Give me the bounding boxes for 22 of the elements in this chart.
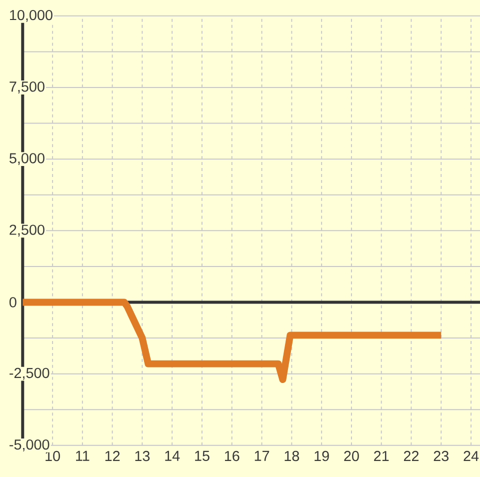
y-tick-label: 0 bbox=[9, 297, 16, 308]
x-tick-label: 20 bbox=[344, 450, 359, 462]
x-tick-label: 22 bbox=[404, 450, 419, 461]
x-tick-label: 17 bbox=[254, 450, 270, 461]
x-tick-label: 16 bbox=[224, 450, 240, 462]
y-tick-label: 10,000 bbox=[10, 10, 52, 22]
x-tick-label: 18 bbox=[284, 450, 300, 462]
x-tick-label: 23 bbox=[434, 450, 449, 462]
y-tick-label: 7,500 bbox=[10, 81, 44, 94]
x-tick-label: 21 bbox=[374, 450, 389, 461]
x-tick-label: 15 bbox=[195, 450, 210, 461]
y-tick-label: 2,500 bbox=[10, 224, 44, 237]
x-tick-label: 14 bbox=[165, 450, 180, 461]
y-tick-label: -5,000 bbox=[10, 439, 50, 452]
x-tick-label: 24 bbox=[464, 450, 479, 461]
x-tick-label: 12 bbox=[105, 450, 120, 461]
y-tick-label: 5,000 bbox=[10, 153, 44, 165]
x-tick-label: 10 bbox=[46, 450, 60, 462]
x-tick-label: 11 bbox=[76, 450, 90, 461]
y-tick-label: -2,500 bbox=[10, 368, 50, 380]
x-tick-label: 13 bbox=[135, 450, 150, 462]
x-tick-label: 19 bbox=[314, 450, 329, 462]
